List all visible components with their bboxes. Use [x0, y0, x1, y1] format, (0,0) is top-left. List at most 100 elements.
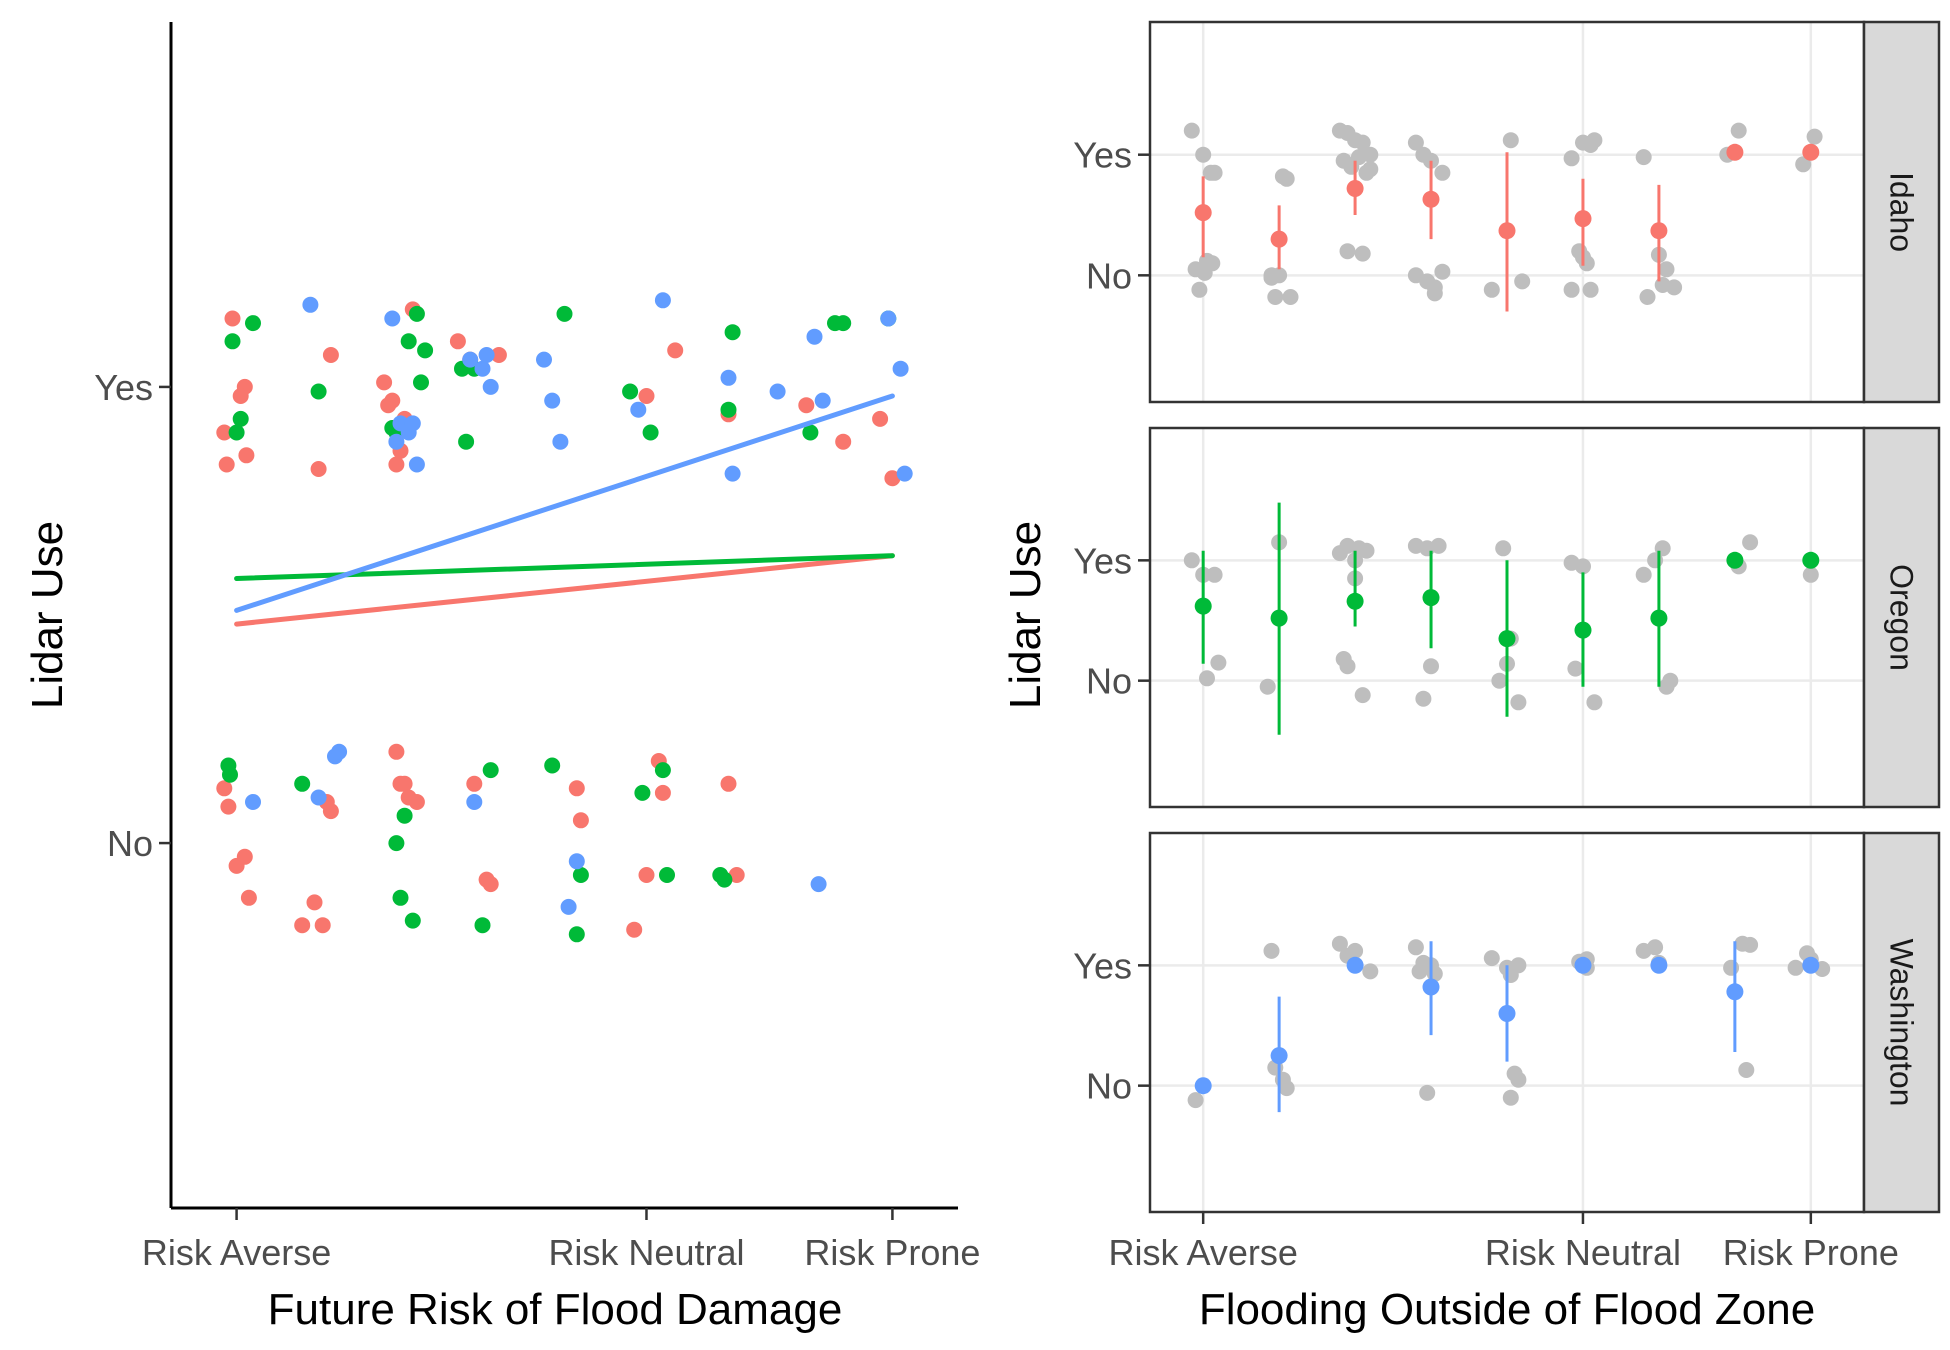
left-point-green — [222, 766, 238, 783]
facet-mean-point — [1270, 230, 1288, 248]
facet-raw-point — [1802, 566, 1819, 583]
facet-raw-point — [1806, 128, 1823, 145]
left-point-green — [622, 383, 639, 400]
right-x-tick-label: Risk Prone — [1723, 1232, 1899, 1273]
facet-raw-point — [1578, 255, 1595, 272]
left-point-green — [392, 889, 409, 906]
left-point-red — [294, 917, 311, 934]
facet-mean-point — [1726, 143, 1744, 161]
facet-strip-label: Idaho — [1884, 172, 1920, 252]
facet-raw-point — [1563, 281, 1580, 298]
facet-panel-oregon: Oregon No Yes — [1073, 426, 1941, 809]
left-point-blue — [880, 310, 897, 327]
left-point-blue — [806, 328, 823, 345]
left-point-blue — [408, 456, 425, 473]
left-chart: Risk Averse Risk Neutral Risk Prone No Yes F… — [23, 22, 980, 1334]
facet-mean-point — [1194, 1077, 1212, 1095]
facet-strip — [1862, 426, 1941, 809]
facet-mean-point — [1422, 978, 1440, 996]
left-point-red — [220, 798, 237, 815]
left-point-green — [396, 807, 413, 824]
left-point-red — [388, 456, 405, 473]
left-point-red — [376, 374, 393, 391]
facet-mean-point — [1422, 190, 1440, 208]
facet-raw-point — [1282, 289, 1299, 305]
facet-mean-point — [1498, 630, 1516, 648]
facet-raw-point — [1419, 1084, 1436, 1101]
facet-mean-point — [1802, 551, 1820, 569]
facet-raw-point — [1658, 261, 1675, 278]
left-x-tick-label: Risk Neutral — [548, 1232, 744, 1273]
left-point-red — [396, 775, 413, 792]
facet-raw-point — [1407, 267, 1424, 284]
facet-y-tick-label: Yes — [1073, 540, 1132, 581]
left-point-green — [458, 433, 475, 450]
facet-raw-point — [1339, 658, 1356, 675]
left-point-red — [482, 876, 499, 893]
facet-mean-point — [1422, 589, 1440, 607]
facet-raw-point — [1738, 1062, 1755, 1078]
facet-raw-point — [1362, 963, 1379, 980]
left-fit-line-blue — [234, 393, 895, 613]
left-point-blue — [331, 743, 348, 760]
facet-panel-idaho: Idaho No Yes — [1073, 20, 1941, 404]
left-point-red — [322, 347, 339, 363]
facet-raw-point — [1415, 690, 1432, 707]
facet-mean-point — [1802, 956, 1820, 974]
left-point-red — [572, 812, 589, 829]
left-point-red — [449, 333, 466, 350]
facet-raw-point — [1647, 939, 1664, 956]
facet-y-tick-label: Yes — [1073, 945, 1132, 986]
facet-strip-label: Oregon — [1884, 564, 1920, 671]
left-point-red — [638, 867, 655, 883]
facet-raw-point — [1567, 660, 1584, 677]
left-point-green — [388, 835, 405, 852]
facet-mean-point — [1498, 222, 1516, 240]
facet-raw-point — [1502, 1089, 1519, 1106]
facet-raw-point — [1267, 289, 1284, 305]
left-point-green — [482, 762, 499, 779]
left-point-blue — [478, 347, 495, 363]
left-point-green — [400, 333, 417, 350]
facet-raw-point — [1183, 122, 1200, 139]
facet-raw-point — [1206, 164, 1223, 181]
facet-raw-point — [1423, 658, 1439, 675]
facet-raw-point — [1354, 134, 1371, 151]
facet-raw-point — [1187, 1092, 1204, 1109]
left-point-blue — [536, 351, 552, 368]
left-point-green — [716, 871, 733, 888]
facet-mean-point — [1726, 551, 1744, 569]
facet-raw-point — [1430, 537, 1447, 554]
left-point-green — [724, 324, 741, 341]
left-x-tick-label: Risk Averse — [142, 1232, 331, 1273]
facet-raw-point — [1635, 566, 1652, 583]
facet-y-tick-label: No — [1086, 255, 1132, 296]
facet-mean-point — [1346, 956, 1364, 974]
left-point-blue — [302, 296, 319, 313]
left-point-red — [728, 867, 745, 883]
left-point-green — [224, 333, 241, 350]
facet-raw-point — [1723, 959, 1740, 976]
left-y-tick-label: No — [107, 823, 153, 864]
left-point-blue — [388, 433, 405, 450]
facet-raw-point — [1582, 281, 1599, 298]
left-point-blue — [404, 415, 421, 432]
left-point-red — [466, 775, 483, 792]
left-point-green — [228, 424, 245, 441]
facet-raw-point — [1795, 156, 1812, 173]
facet-raw-point — [1662, 672, 1679, 689]
facet-raw-point — [1347, 942, 1364, 959]
right-chart: Idaho No Yes Oregon No Yes Washington No Yes Ris… — [1001, 20, 1941, 1334]
left-point-green — [310, 383, 327, 400]
facet-mean-point — [1346, 592, 1364, 610]
facet-raw-point — [1491, 672, 1508, 689]
left-point-green — [245, 315, 261, 332]
left-point-blue — [720, 369, 737, 386]
facet-mean-point — [1650, 222, 1668, 240]
left-point-green — [568, 926, 585, 943]
facet-raw-point — [1586, 694, 1603, 711]
facet-raw-point — [1434, 263, 1451, 280]
left-point-green — [835, 315, 852, 332]
facet-mean-point — [1346, 180, 1364, 197]
